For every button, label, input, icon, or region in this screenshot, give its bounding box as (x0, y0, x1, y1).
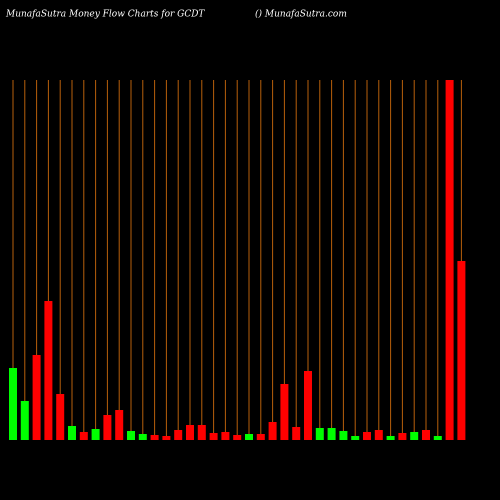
bar (197, 425, 206, 440)
bar (445, 80, 454, 440)
bar (186, 425, 194, 440)
bar (209, 433, 218, 440)
bar (79, 432, 88, 440)
bar (245, 434, 253, 440)
bar (339, 431, 348, 440)
bar (103, 415, 112, 440)
chart-subtitle: () MunafaSutra.com (255, 9, 347, 20)
bar (304, 371, 312, 440)
bar (138, 434, 147, 440)
bar (162, 436, 171, 440)
bar (280, 384, 289, 440)
bar (9, 368, 17, 440)
bar (127, 431, 135, 440)
bar (315, 428, 324, 440)
bar (221, 432, 230, 440)
bar (268, 422, 277, 440)
bar (68, 426, 76, 440)
bar (433, 436, 442, 440)
bar (115, 410, 124, 440)
bar (398, 433, 407, 440)
bar (457, 261, 466, 440)
bar (44, 301, 53, 440)
chart-title: MunafaSutra Money Flow Charts for GCDT (5, 10, 205, 20)
bar (150, 435, 159, 440)
bar (386, 436, 395, 440)
bar (363, 432, 371, 440)
bar (327, 428, 336, 440)
bar (374, 430, 383, 440)
bar (410, 432, 419, 440)
bar (56, 394, 65, 440)
bar (32, 355, 41, 440)
bar (292, 427, 301, 440)
bar (422, 430, 430, 440)
bar (91, 429, 100, 440)
bar (20, 401, 29, 440)
bar (256, 434, 265, 440)
bar (174, 430, 183, 440)
bar (233, 435, 242, 440)
bar (351, 436, 360, 440)
